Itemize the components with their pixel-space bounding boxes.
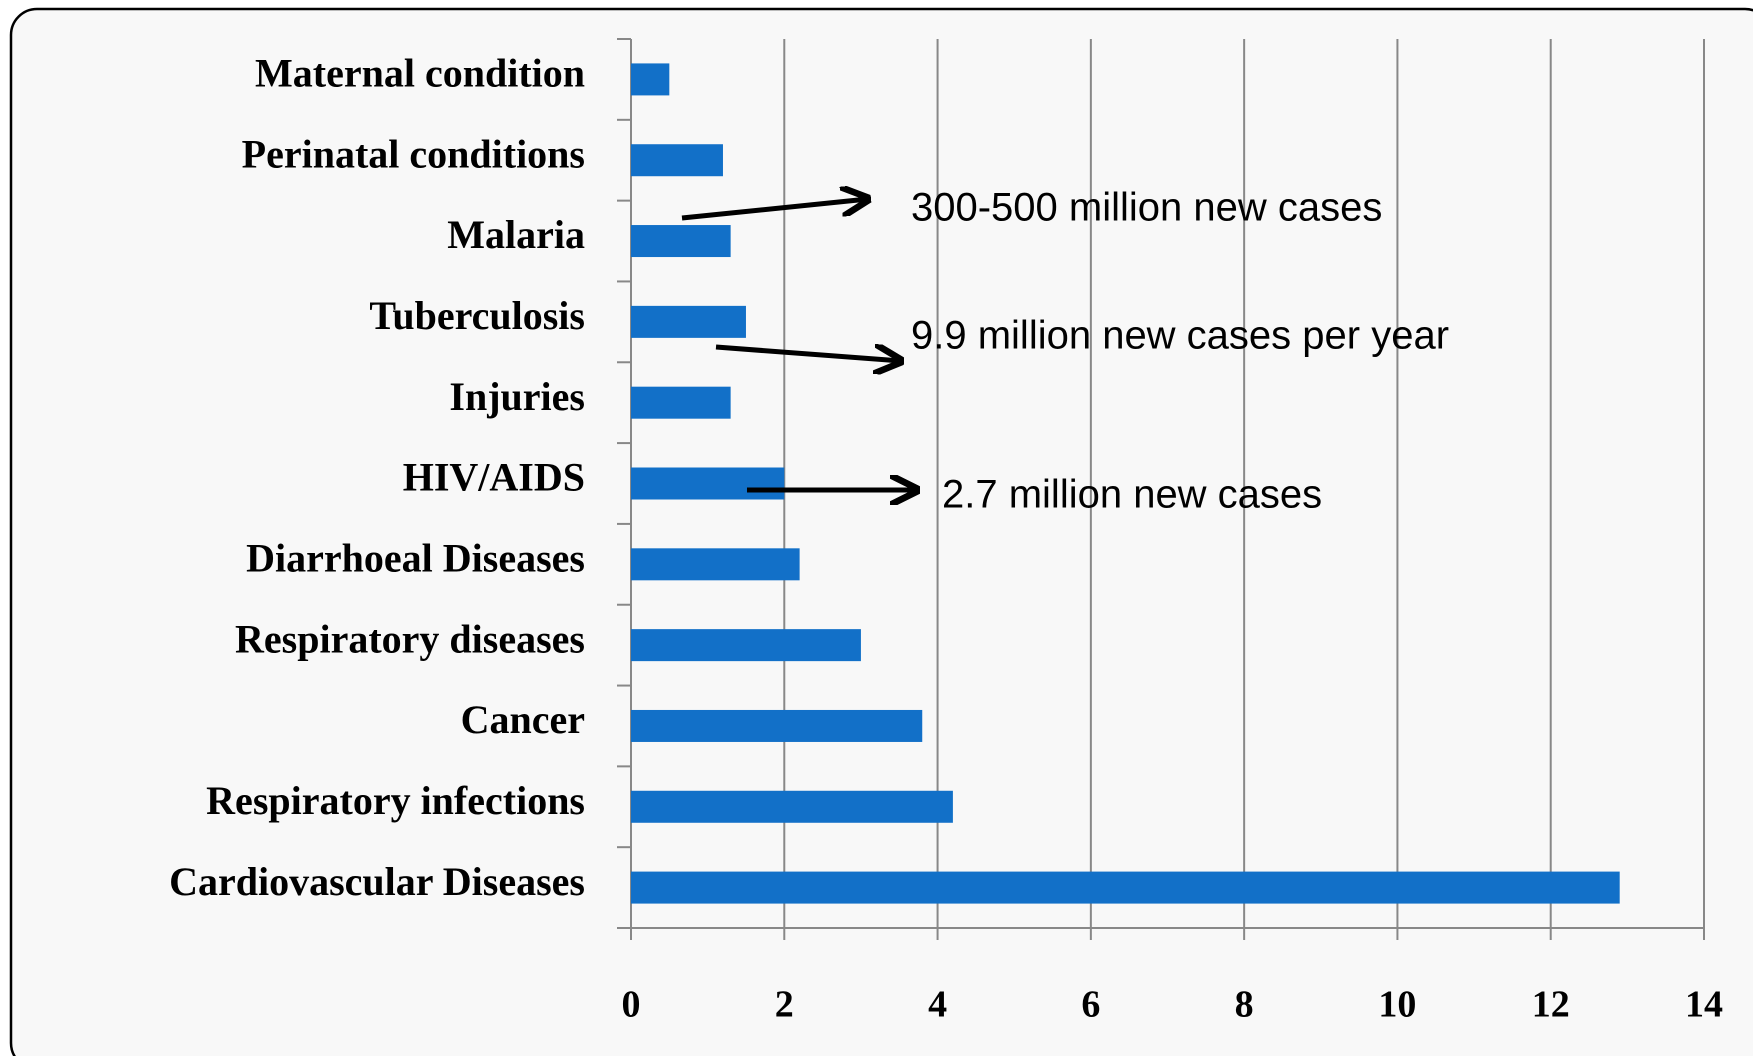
x-tick-label: 8: [1235, 984, 1254, 1026]
y-tick-label: HIV/AIDS: [403, 455, 585, 500]
y-tick-label: Respiratory infections: [206, 778, 585, 823]
y-tick-label: Perinatal conditions: [242, 131, 585, 176]
arrow: [715, 347, 901, 361]
bar: [631, 871, 1620, 904]
bar: [631, 144, 723, 177]
frame: [9, 7, 1753, 1056]
y-tick-label: Respiratory diseases: [235, 616, 585, 661]
bar: [631, 225, 731, 258]
bar: [631, 548, 800, 581]
x-tick-label: 2: [775, 984, 794, 1026]
y-tick-label: Cancer: [461, 697, 585, 742]
bar: [631, 467, 785, 500]
x-tick-label: 6: [1081, 984, 1100, 1026]
y-tick-label: Tuberculosis: [369, 293, 585, 338]
bar: [631, 386, 731, 419]
bar: [631, 709, 923, 742]
bar: [631, 305, 746, 338]
arrow: [681, 199, 868, 221]
y-tick-label: Diarrhoeal Diseases: [246, 535, 585, 580]
x-tick-label: 12: [1532, 984, 1570, 1026]
bar: [631, 63, 670, 96]
y-tick-label: Maternal condition: [255, 51, 585, 96]
annotation: 300-500 million new cases: [911, 186, 1382, 230]
bar: [631, 790, 953, 823]
y-tick-label: Injuries: [449, 374, 585, 419]
y-tick-label: Cardiovascular Diseases: [169, 859, 585, 904]
y-tick-label: Malaria: [447, 212, 585, 257]
x-tick-label: 4: [928, 984, 947, 1026]
bar: [631, 629, 861, 662]
x-tick-label: 10: [1378, 984, 1416, 1026]
x-tick-label: 0: [622, 984, 641, 1026]
x-tick-label: 14: [1685, 984, 1723, 1026]
annotation: 2.7 million new cases: [942, 473, 1322, 517]
annotation: 9.9 million new cases per year: [911, 314, 1449, 358]
